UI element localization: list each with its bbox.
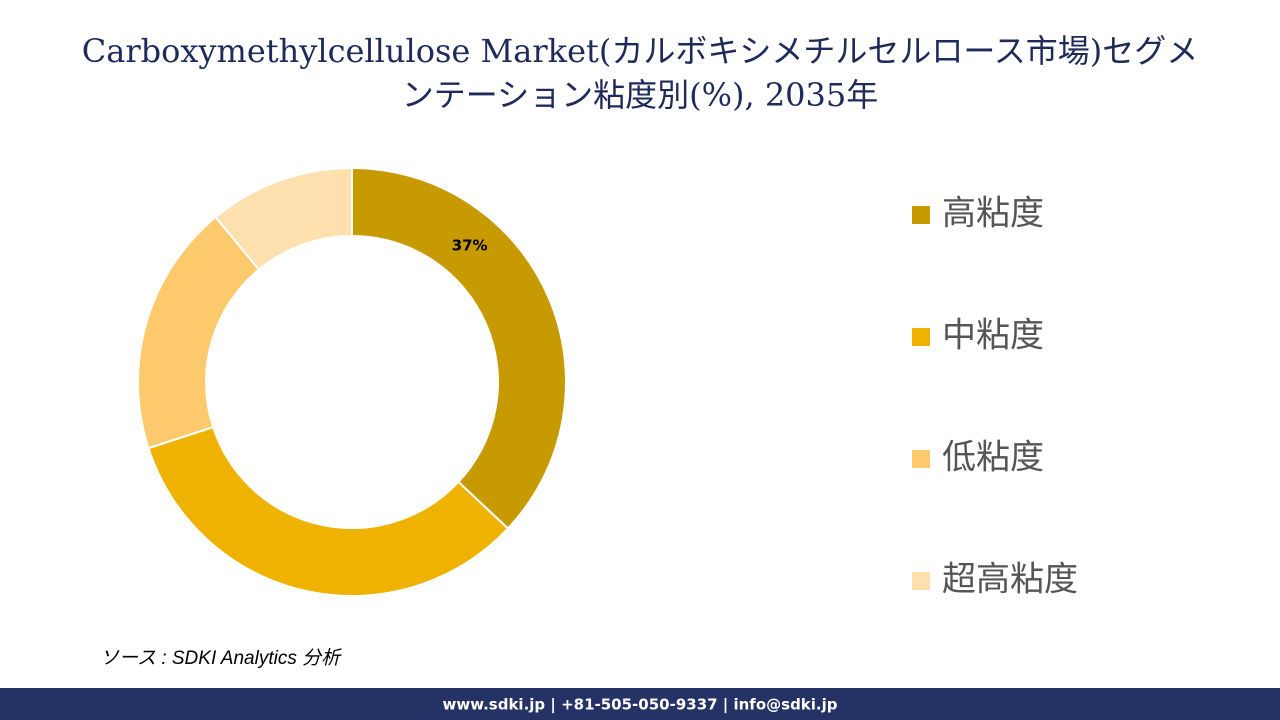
data-label: 37% <box>452 236 488 254</box>
donut-segment <box>147 425 510 597</box>
source: ソース : SDKI Analytics 分析 <box>100 648 342 669</box>
legend-swatch <box>912 328 930 346</box>
legend-swatch <box>912 206 930 224</box>
legend-label: 超高粘度 <box>942 560 1078 600</box>
donut-segment <box>351 166 567 530</box>
legend-label: 低粘度 <box>942 438 1044 478</box>
footer: www.sdki.jp | +81-505-050-9337 | info@sd… <box>442 696 837 715</box>
legend-swatch <box>912 572 930 590</box>
donut-segment <box>214 166 353 271</box>
legend-label: 高粘度 <box>942 194 1044 234</box>
donut-segment <box>137 215 261 450</box>
legend-label: 中粘度 <box>942 316 1044 356</box>
footer-bar <box>0 688 1280 720</box>
legend-swatch <box>912 450 930 468</box>
chart-title: Carboxymethylcellulose Market(カルボキシメチルセル… <box>82 32 1198 114</box>
